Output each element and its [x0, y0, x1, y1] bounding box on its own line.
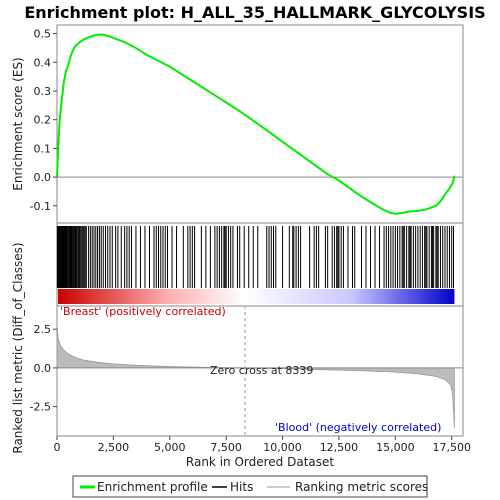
- xtick-label-1: 2,500: [98, 441, 130, 454]
- metric-panel-frame: [56, 305, 464, 437]
- enrichment-profile-line: [56, 33, 456, 215]
- rank-color-band: [58, 289, 455, 304]
- metric-axis-label: Ranked list metric (Diff_of_Classes): [11, 242, 25, 453]
- es-ytick-label-6: 0.5: [34, 28, 52, 41]
- legend-label-enrichment: Enrichment profile: [97, 480, 208, 494]
- xtick-label-3: 7,500: [210, 441, 242, 454]
- es-ytick-label-1: 0.0: [34, 171, 52, 184]
- metric-ytick-label-1: 0.0: [34, 362, 52, 375]
- x-axis-label: Rank in Ordered Dataset: [186, 455, 334, 469]
- legend: Enrichment profile Hits Ranking metric s…: [72, 475, 428, 498]
- xtick-label-7: 17,500: [432, 441, 471, 454]
- es-axis-label: Enrichment score (ES): [11, 57, 25, 190]
- metric-layer: [56, 306, 463, 436]
- es-ytick-label-0: -0.1: [30, 200, 51, 213]
- legend-label-metric: Ranking metric scores: [295, 480, 428, 494]
- xtick-label-6: 15,000: [376, 441, 415, 454]
- chart-title: Enrichment plot: H_ALL_35_HALLMARK_GLYCO…: [24, 3, 485, 22]
- legend-label-hits: Hits: [230, 480, 253, 494]
- legend-box: [72, 475, 428, 498]
- axis-layer: -0.1 0.0 0.1 0.2 0.3 0.4 0.5 -2.5 0.0 2.5 0 2,500 5,…: [30, 28, 471, 454]
- metric-ytick-label-0: -2.5: [30, 401, 51, 414]
- xtick-label-5: 12,500: [320, 441, 359, 454]
- es-ytick-label-5: 0.4: [34, 56, 52, 69]
- positive-label: 'Breast' (positively correlated): [60, 305, 226, 318]
- es-ytick-label-2: 0.1: [34, 142, 52, 155]
- negative-label: 'Blood' (negatively correlated): [275, 421, 441, 434]
- zero-cross-label: Zero cross at 8339: [210, 364, 313, 377]
- es-layer: [56, 33, 463, 215]
- es-panel-frame: [56, 24, 464, 224]
- metric-ytick-label-2: 2.5: [34, 323, 52, 336]
- xtick-label-0: 0: [54, 441, 61, 454]
- hits-layer: [56, 226, 455, 304]
- es-ytick-label-3: 0.2: [34, 114, 52, 127]
- xtick-label-4: 10,000: [263, 441, 302, 454]
- xtick-label-2: 5,000: [154, 441, 186, 454]
- es-ytick-label-4: 0.3: [34, 85, 52, 98]
